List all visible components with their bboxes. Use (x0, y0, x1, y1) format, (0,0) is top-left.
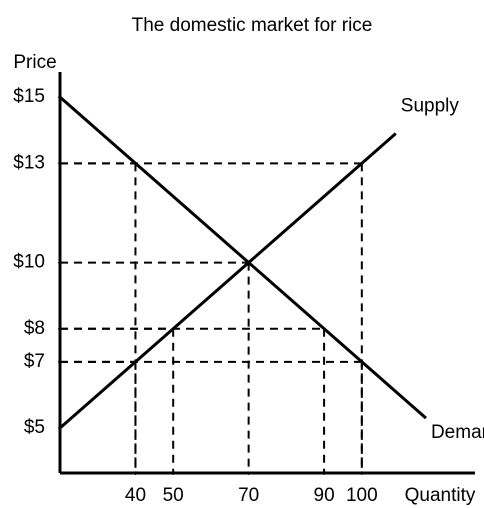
line-label: Supply (401, 96, 460, 117)
line (59, 96, 427, 420)
y-tick-label: $15 (13, 86, 45, 107)
x-tick-label: 40 (125, 485, 146, 506)
line (59, 132, 397, 430)
x-axis-label: Quantity (405, 485, 476, 506)
y-tick-label: $7 (24, 351, 45, 372)
x-tick-label: 100 (346, 485, 378, 506)
y-axis-label: Price (13, 52, 56, 73)
y-tick-label: $8 (24, 318, 45, 339)
x-tick-label: 70 (238, 485, 259, 506)
chart-title: The domestic market for rice (132, 15, 373, 36)
y-tick-label: $5 (24, 417, 45, 438)
line-label: Demand (431, 422, 484, 443)
x-tick-label: 90 (314, 485, 335, 506)
x-tick-label: 50 (163, 485, 184, 506)
y-tick-label: $13 (13, 152, 45, 173)
y-tick-label: $10 (13, 252, 45, 273)
